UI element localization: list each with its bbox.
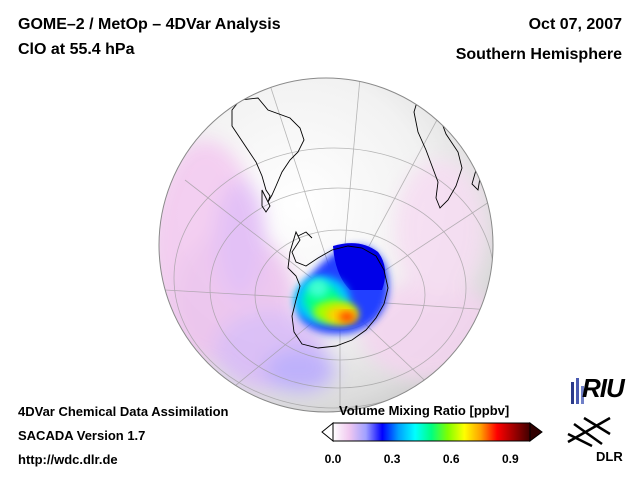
colorbar-scale xyxy=(332,422,531,442)
colorbar-title: Volume Mixing Ratio [ppbv] xyxy=(339,403,510,418)
colorbar-tick-label: 0.0 xyxy=(324,452,342,466)
colorbar-tick-label: 0.3 xyxy=(383,452,401,466)
dlr-logo-icon xyxy=(562,412,618,448)
globe-outline xyxy=(158,77,494,413)
map-region: Southern Hemisphere xyxy=(455,46,622,63)
footer-assimilation: 4DVar Chemical Data Assimilation xyxy=(18,404,229,419)
dlr-logo-text: DLR xyxy=(596,449,623,464)
colorbar-tick-label: 0.6 xyxy=(442,452,460,466)
map-title-line2: ClO at 55.4 hPa xyxy=(18,41,135,58)
colorbar-low-arrow xyxy=(321,421,334,443)
colorbar-high-arrow xyxy=(529,422,543,442)
colorbar xyxy=(321,421,543,443)
map-date: Oct 07, 2007 xyxy=(528,16,622,33)
riu-logo-text: RIU xyxy=(582,373,625,403)
footer-url[interactable]: http://wdc.dlr.de xyxy=(18,452,118,467)
riu-logo-icon: RIU xyxy=(566,370,628,406)
colorbar-tick-label: 0.9 xyxy=(501,452,519,466)
clo-vortex-field xyxy=(294,243,389,334)
map-title-line1: GOME–2 / MetOp – 4DVar Analysis xyxy=(18,16,281,33)
footer-version: SACADA Version 1.7 xyxy=(18,428,146,443)
